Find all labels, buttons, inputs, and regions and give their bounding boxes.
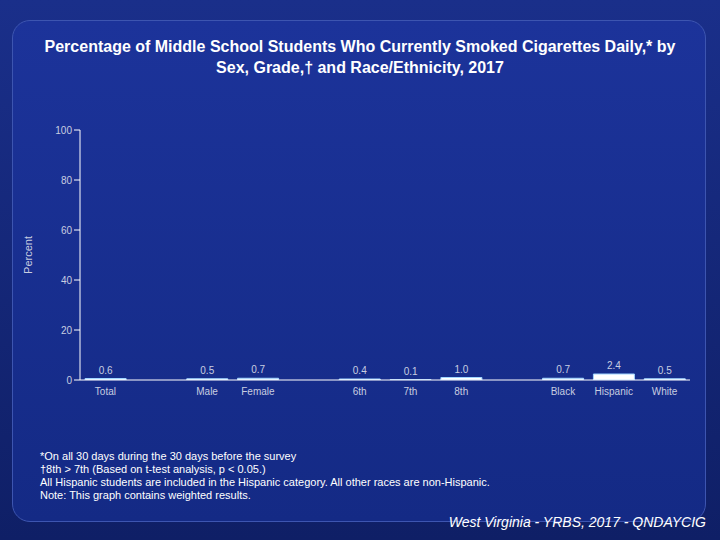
svg-text:60: 60 <box>61 225 73 236</box>
svg-text:Total: Total <box>95 386 116 397</box>
svg-text:Hispanic: Hispanic <box>595 386 633 397</box>
svg-text:Female: Female <box>241 386 275 397</box>
svg-text:7th: 7th <box>403 386 417 397</box>
svg-text:0.6: 0.6 <box>99 365 113 376</box>
svg-text:Percent: Percent <box>22 236 34 274</box>
svg-text:0.4: 0.4 <box>353 365 367 376</box>
html-text:†8th > 7th (Based on t-test an: †8th > 7th (Based on t-test analysis, p … <box>40 463 266 475</box>
svg-text:0.5: 0.5 <box>658 365 672 376</box>
svg-text:Black: Black <box>551 386 576 397</box>
svg-text:8th: 8th <box>454 386 468 397</box>
svg-text:2.4: 2.4 <box>607 360 621 371</box>
html-text:Percentage of Middle School St: Percentage of Middle School Students Who… <box>44 38 676 76</box>
svg-text:White: White <box>652 386 678 397</box>
svg-text:Male: Male <box>196 386 218 397</box>
svg-text:0.5: 0.5 <box>200 365 214 376</box>
svg-text:1.0: 1.0 <box>454 364 468 375</box>
svg-text:80: 80 <box>61 175 73 186</box>
html-text:West Virginia - YRBS, 2017 - Q: West Virginia - YRBS, 2017 - QNDAYCIG <box>448 514 706 530</box>
svg-text:40: 40 <box>61 275 73 286</box>
html-text:Note: This graph contains weig: Note: This graph contains weighted resul… <box>40 489 251 501</box>
svg-text:0.7: 0.7 <box>556 364 570 375</box>
svg-text:100: 100 <box>55 125 72 136</box>
svg-text:0.1: 0.1 <box>404 366 418 377</box>
html-text:All Hispanic students are incl: All Hispanic students are included in th… <box>40 476 490 488</box>
svg-text:6th: 6th <box>353 386 367 397</box>
svg-text:0.7: 0.7 <box>251 364 265 375</box>
html-text:*On all 30 days during the 30: *On all 30 days during the 30 days befor… <box>40 450 297 462</box>
svg-text:0: 0 <box>66 375 72 386</box>
svg-text:20: 20 <box>61 325 73 336</box>
